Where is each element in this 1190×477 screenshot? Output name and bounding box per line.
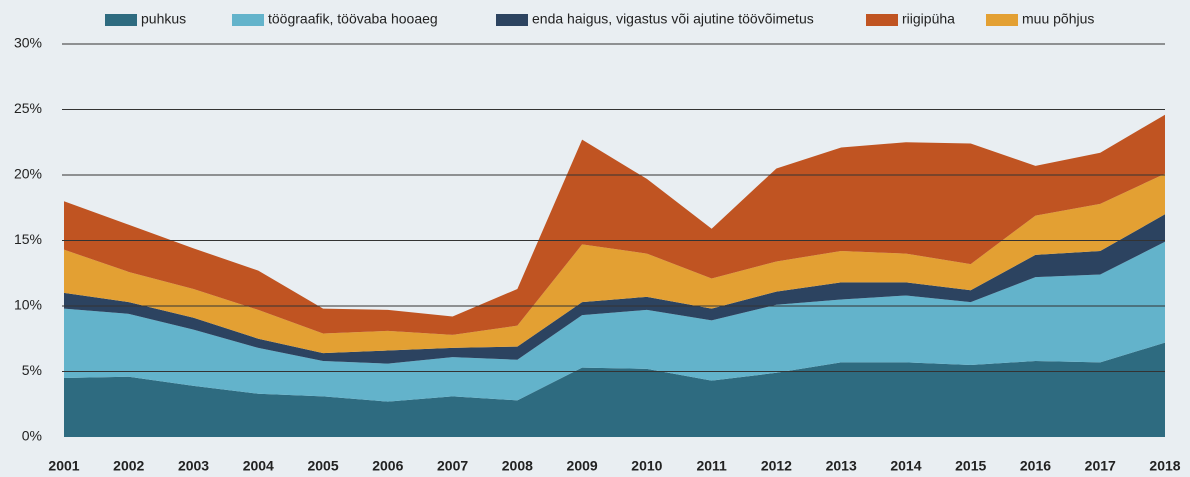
- x-tick-label: 2012: [761, 458, 792, 474]
- legend-swatch: [866, 14, 898, 26]
- area: [64, 241, 1165, 402]
- x-tick-label: 2018: [1149, 458, 1180, 474]
- x-tick-label: 2007: [437, 458, 468, 474]
- legend-label: puhkus: [141, 11, 186, 27]
- x-tick-label: 2002: [113, 458, 144, 474]
- x-tick-label: 2011: [696, 458, 727, 474]
- x-tick-label: 2001: [48, 458, 79, 474]
- x-tick-label: 2016: [1020, 458, 1051, 474]
- area: [64, 342, 1165, 437]
- legend-swatch: [496, 14, 528, 26]
- area: [64, 173, 1165, 354]
- area: [64, 214, 1165, 364]
- x-tick-label: 2003: [178, 458, 209, 474]
- y-tick-label: 5%: [22, 362, 42, 378]
- y-tick-label: 20%: [14, 166, 42, 182]
- x-tick-label: 2008: [502, 458, 533, 474]
- legend-label: riigipüha: [902, 11, 955, 27]
- x-tick-label: 2004: [243, 458, 274, 474]
- legend-label: töögraafik, töövaba hooaeg: [268, 11, 438, 27]
- y-tick-label: 25%: [14, 100, 42, 116]
- x-tick-label: 2010: [631, 458, 662, 474]
- legend-label: muu põhjus: [1022, 11, 1094, 27]
- y-tick-label: 15%: [14, 231, 42, 247]
- x-tick-label: 2006: [372, 458, 403, 474]
- x-tick-label: 2005: [307, 458, 338, 474]
- x-tick-label: 2013: [826, 458, 857, 474]
- y-tick-label: 0%: [22, 428, 42, 444]
- x-tick-label: 2014: [890, 458, 921, 474]
- x-tick-label: 2017: [1085, 458, 1116, 474]
- x-tick-label: 2009: [567, 458, 598, 474]
- x-tick-label: 2015: [955, 458, 986, 474]
- legend-swatch: [232, 14, 264, 26]
- legend-swatch: [986, 14, 1018, 26]
- y-tick-label: 30%: [14, 35, 42, 51]
- y-tick-label: 10%: [14, 297, 42, 313]
- legend-label: enda haigus, vigastus või ajutine töövõi…: [532, 11, 814, 27]
- legend-swatch: [105, 14, 137, 26]
- area: [64, 114, 1165, 335]
